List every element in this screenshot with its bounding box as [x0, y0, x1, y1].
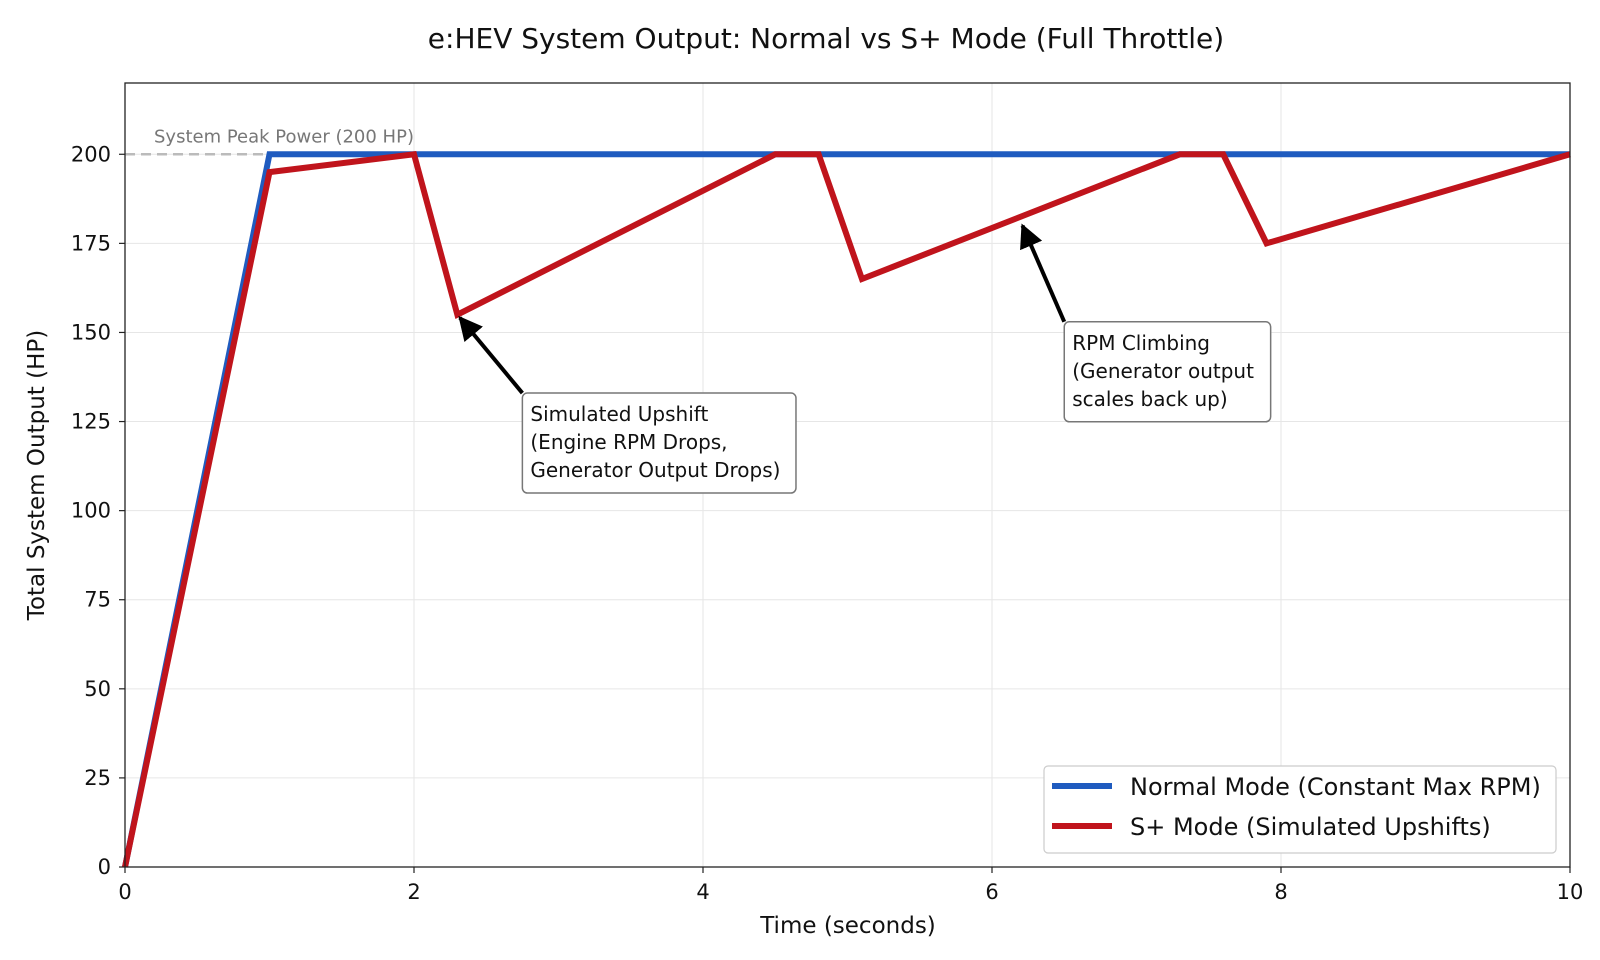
- reference-line-group: System Peak Power (200 HP): [125, 126, 1570, 156]
- annotation-box: [521, 392, 797, 494]
- legend-label-normal: Normal Mode (Constant Max RPM): [1130, 773, 1541, 801]
- x-tick-label: 6: [985, 880, 998, 904]
- y-tick-label: 200: [71, 142, 111, 166]
- annotation-arrow: [1020, 223, 1067, 323]
- grid: [124, 83, 1571, 868]
- annotation-text: Generator Output Drops): [530, 458, 780, 482]
- y-tick-label: 25: [84, 766, 111, 790]
- x-axis-ticks: 0 2 4 6 8 10: [118, 867, 1583, 904]
- annotation-box: [1063, 321, 1272, 423]
- y-tick-label: 50: [84, 677, 111, 701]
- y-tick-label: 75: [84, 588, 111, 612]
- annotation-text: (Engine RPM Drops,: [530, 430, 727, 454]
- legend-label-splus: S+ Mode (Simulated Upshifts): [1130, 813, 1491, 841]
- annotations: Simulated Upshift (Engine RPM Drops, Gener…: [458, 223, 1272, 494]
- plot-frame: [124, 82, 1571, 868]
- y-tick-label: 0: [98, 855, 111, 879]
- x-axis-label: Time (seconds): [759, 913, 936, 939]
- legend: Normal Mode (Constant Max RPM) S+ Mode (…: [1043, 765, 1557, 854]
- series-line-splus: [122, 150, 1571, 868]
- x-tick-label: 4: [696, 880, 709, 904]
- annotation-text: Simulated Upshift: [530, 402, 708, 426]
- annotation-text: RPM Climbing: [1072, 331, 1210, 355]
- y-tick-label: 125: [71, 410, 111, 434]
- y-axis-label: Total System Output (HP): [24, 330, 50, 621]
- series-group: [122, 150, 1571, 868]
- x-tick-label: 10: [1557, 880, 1584, 904]
- y-tick-label: 150: [71, 320, 111, 344]
- y-axis-ticks: 0 25 50 75 100 125 150 175 200: [71, 142, 125, 879]
- x-tick-label: 0: [118, 880, 131, 904]
- annotation-text: scales back up): [1072, 387, 1227, 411]
- x-tick-label: 2: [407, 880, 420, 904]
- peak-power-label: System Peak Power (200 HP): [154, 126, 414, 147]
- chart-title: e:HEV System Output: Normal vs S+ Mode (…: [428, 22, 1224, 55]
- y-tick-label: 100: [71, 499, 111, 523]
- annotation-text: (Generator output: [1072, 359, 1254, 383]
- legend-box: [1043, 765, 1557, 854]
- annotation-arrow: [458, 315, 524, 395]
- x-tick-label: 8: [1274, 880, 1287, 904]
- y-tick-label: 175: [71, 231, 111, 255]
